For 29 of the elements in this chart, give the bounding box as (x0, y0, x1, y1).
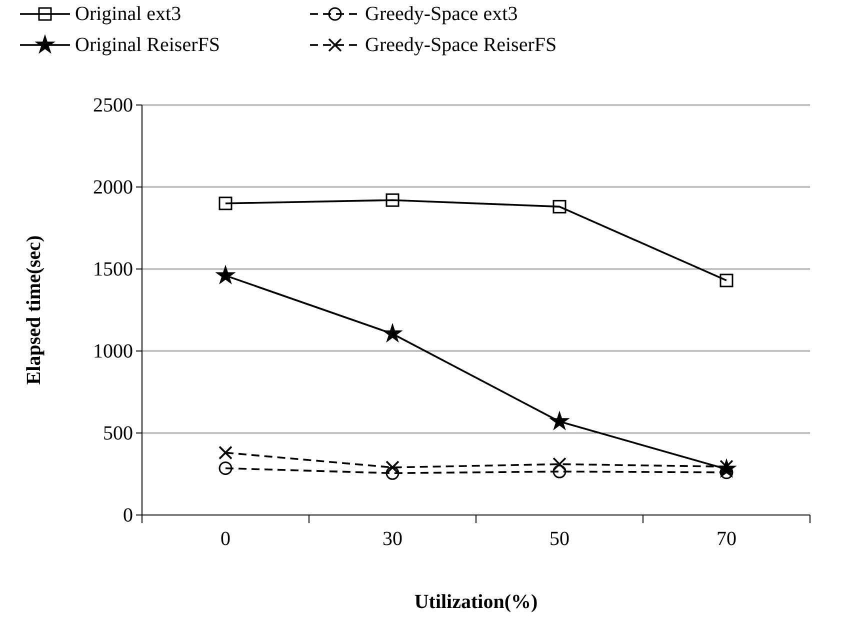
legend-label: Greedy-Space ext3 (365, 3, 518, 25)
point (386, 466, 400, 480)
y-tick-label: 2000 (93, 176, 133, 198)
legend-label: Greedy-Space ReiserFS (365, 34, 557, 56)
x-tick-label: 50 (550, 528, 570, 550)
y-tick-label: 1000 (93, 340, 133, 362)
y-tick-label: 0 (123, 504, 133, 526)
legend-label: Original ext3 (75, 3, 182, 25)
x-tick-label: 0 (220, 528, 230, 550)
y-tick-label: 500 (103, 422, 133, 444)
point (386, 193, 400, 207)
x-tick-label: 30 (382, 528, 402, 550)
y-tick-label: 2500 (93, 94, 133, 116)
y-axis-title: Elapsed time(sec) (23, 235, 45, 385)
legend-label: Original ReiserFS (75, 34, 220, 56)
point (382, 324, 402, 342)
point (552, 200, 566, 214)
point (720, 274, 734, 288)
x-axis-title: Utilization(%) (414, 591, 538, 613)
point (216, 265, 236, 284)
point (550, 411, 570, 430)
point (218, 196, 232, 210)
point (552, 464, 566, 478)
point (218, 462, 232, 476)
point (386, 460, 400, 474)
x-tick-label: 70 (716, 528, 736, 550)
y-tick-label: 1500 (93, 258, 133, 280)
point (552, 457, 566, 472)
point (218, 446, 232, 460)
